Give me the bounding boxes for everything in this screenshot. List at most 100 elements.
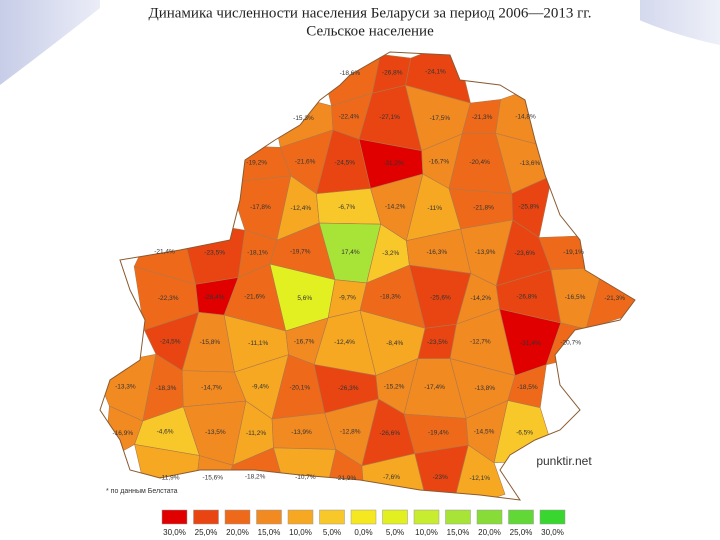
- legend-swatch: [445, 509, 471, 525]
- legend-swatch: [382, 509, 408, 525]
- district-label: -26,3%: [338, 385, 359, 392]
- legend-swatch: [256, 509, 282, 525]
- district-label: -3,2%: [382, 250, 399, 257]
- district-label: -16,3%: [427, 249, 448, 256]
- district-label: -24,1%: [425, 68, 446, 75]
- district-label: -19,7%: [290, 249, 311, 256]
- district-label: -15,2%: [384, 384, 405, 391]
- district-label: -11,1%: [248, 340, 268, 347]
- district-label: -6,5%: [516, 429, 533, 436]
- district-label: -22,4%: [339, 114, 360, 121]
- district-label: -17,4%: [424, 384, 445, 391]
- district-label: -20,1%: [290, 385, 311, 392]
- district-label: -22,3%: [158, 295, 179, 302]
- district-label: -16,5%: [565, 294, 586, 301]
- legend-label: 30,0%: [541, 528, 564, 537]
- map-subtitle: Сельское население: [306, 23, 434, 39]
- district-label: -24,5%: [334, 160, 355, 167]
- district-label: -11,2%: [246, 430, 266, 437]
- source-note: * по данным Белстата: [106, 488, 178, 495]
- district-label: -23%: [433, 474, 448, 481]
- district-label: -24,5%: [160, 338, 181, 345]
- district-label: -23,5%: [427, 339, 448, 346]
- district-label: -13,8%: [474, 385, 495, 392]
- legend-label: 25,0%: [510, 528, 533, 537]
- district-label: -23,5%: [204, 250, 225, 257]
- district-label: -6,7%: [338, 204, 355, 211]
- district-label: -26,8%: [382, 69, 403, 76]
- district-label: -21,4%: [154, 248, 175, 255]
- district-label: -19,4%: [428, 429, 449, 436]
- district-label: -16,7%: [429, 159, 450, 166]
- district-label: -16,9%: [113, 430, 134, 437]
- district-label: -18,6%: [340, 70, 361, 77]
- district-label: -8,4%: [386, 340, 403, 347]
- legend-swatch: [287, 509, 314, 525]
- district-label: 17,4%: [341, 249, 360, 256]
- district-label: -18,3%: [380, 293, 401, 300]
- district-label: -17,5%: [430, 115, 451, 122]
- legend-swatch: [350, 509, 377, 525]
- district-label: -14,8%: [515, 114, 536, 121]
- district-label: -25,8%: [519, 203, 540, 210]
- district-label: -21,3%: [472, 114, 493, 121]
- district-label: -13,5%: [205, 429, 226, 436]
- legend-swatch: [193, 509, 219, 525]
- legend-label: 5,0%: [323, 528, 341, 537]
- legend-label: 25,0%: [195, 528, 218, 537]
- district-label: -21,9%: [336, 475, 357, 482]
- legend-swatch: [224, 509, 251, 525]
- district-label: -26,8%: [517, 294, 538, 301]
- district-label: -25,6%: [430, 294, 451, 301]
- district-label: -16,7%: [294, 339, 315, 346]
- district-label: -14,7%: [201, 384, 222, 391]
- district-label: -14,5%: [474, 428, 495, 435]
- district-label: -27,1%: [379, 114, 400, 121]
- district-label: -13,9%: [291, 429, 312, 436]
- watermark: punktir.net: [536, 454, 592, 468]
- district-label: -18,1%: [247, 250, 268, 257]
- district-label: -13,9%: [475, 249, 496, 256]
- district-labels: -18,6% -26,8% -24,1% -15,3% -22,4% -27,1% -17,…: [113, 68, 626, 482]
- district-label: -15,6%: [202, 475, 223, 482]
- district-label: -19,1%: [563, 249, 584, 256]
- district-label: 5,6%: [297, 295, 312, 302]
- district-label: -9,7%: [339, 294, 356, 301]
- district-label: -18,5%: [517, 384, 538, 391]
- legend-label: 15,0%: [447, 528, 470, 537]
- legend-label: 0,0%: [354, 528, 372, 537]
- district-label: -20,7%: [560, 340, 581, 347]
- legend-swatch: [319, 509, 345, 525]
- legend-label: 20,0%: [226, 528, 249, 537]
- district-label: -20,4%: [469, 159, 490, 166]
- legend-label: 15,0%: [258, 528, 281, 537]
- legend-swatch: [508, 509, 534, 525]
- district-label: -10,7%: [295, 474, 316, 481]
- district-label: -13,6%: [520, 160, 541, 167]
- district-label: -13,3%: [115, 384, 136, 391]
- district-label: -14,2%: [385, 204, 406, 211]
- district-label: -15,3%: [293, 115, 314, 122]
- country-border: [99, 51, 636, 501]
- district-label: -31,4%: [520, 340, 541, 347]
- district-label: -12,1%: [469, 475, 490, 482]
- district-label: -19,2%: [246, 159, 267, 166]
- legend-label: 5,0%: [386, 528, 404, 537]
- district-label: -21,6%: [244, 294, 265, 301]
- legend-swatch: [539, 509, 566, 525]
- district-label: -4,6%: [157, 429, 174, 436]
- district-label: -21,8%: [473, 205, 494, 212]
- district-label: -21,6%: [295, 158, 316, 165]
- district-label: -18,3%: [156, 385, 177, 392]
- legend-swatch: [413, 509, 440, 525]
- district-label: -28,4%: [204, 294, 225, 301]
- legend-swatch: [161, 509, 188, 525]
- district-label: -12,7%: [470, 339, 491, 346]
- decor: [0, 0, 110, 85]
- district-label: -12,8%: [340, 429, 361, 436]
- legend: 30,0% 25,0% 20,0% 15,0% 10,0% 5,0% 0,0% 5,0% 10,…: [161, 509, 566, 537]
- legend-label: 20,0%: [478, 528, 501, 537]
- legend-label: 10,0%: [415, 528, 438, 537]
- district-label: -17,8%: [250, 204, 271, 211]
